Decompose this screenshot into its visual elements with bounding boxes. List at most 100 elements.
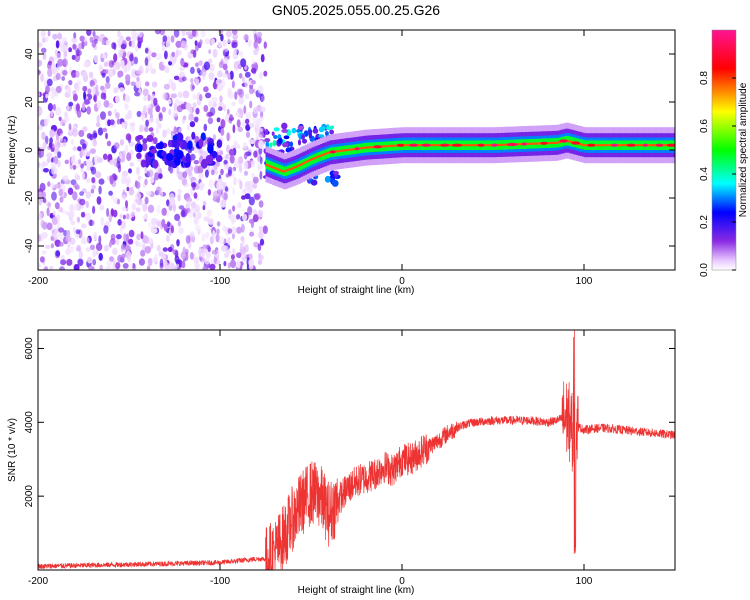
noise-speckle xyxy=(167,35,171,43)
noise-speckle xyxy=(58,116,62,122)
noise-speckle xyxy=(97,157,103,163)
noise-speckle xyxy=(252,209,258,216)
colorbar-gradient xyxy=(712,30,736,270)
noise-speckle xyxy=(71,73,77,78)
noise-speckle xyxy=(227,262,231,269)
noise-speckle xyxy=(223,260,227,267)
noise-speckle xyxy=(137,242,143,247)
noise-speckle xyxy=(180,103,187,110)
noise-speckle xyxy=(81,40,85,50)
noise-speckle xyxy=(263,70,268,77)
noise-speckle xyxy=(38,107,43,116)
noise-speckle xyxy=(228,92,235,99)
noise-speckle xyxy=(68,123,72,131)
transition-blob xyxy=(297,125,305,131)
noise-speckle xyxy=(68,47,72,53)
noise-speckle xyxy=(87,256,93,264)
noise-speckle xyxy=(72,93,78,102)
noise-cluster xyxy=(174,156,181,166)
noise-speckle xyxy=(205,231,210,239)
transition-blob xyxy=(277,134,282,139)
x-tick-label: 0 xyxy=(399,276,405,287)
noise-speckle xyxy=(121,253,126,258)
noise-speckle xyxy=(222,104,227,112)
noise-speckle xyxy=(253,48,259,56)
noise-speckle xyxy=(82,85,88,92)
noise-speckle xyxy=(136,233,141,241)
noise-speckle xyxy=(213,164,218,171)
track-peak xyxy=(477,143,485,147)
y-tick-label: 4000 xyxy=(24,411,35,434)
noise-speckle xyxy=(112,247,118,256)
transition-blob xyxy=(324,131,329,136)
noise-speckle xyxy=(144,196,149,205)
noise-speckle xyxy=(162,247,168,252)
noise-speckle xyxy=(150,68,157,75)
noise-speckle xyxy=(91,184,96,190)
noise-speckle xyxy=(103,61,109,67)
noise-speckle xyxy=(233,47,238,55)
noise-speckle xyxy=(218,61,224,69)
noise-speckle xyxy=(257,153,261,163)
noise-speckle xyxy=(121,59,125,69)
noise-speckle xyxy=(192,49,197,58)
noise-cluster xyxy=(185,152,191,163)
track-peak xyxy=(491,143,498,147)
noise-speckle xyxy=(48,60,52,66)
noise-speckle xyxy=(180,251,186,260)
noise-speckle xyxy=(243,170,249,176)
noise-speckle xyxy=(239,180,243,190)
noise-speckle xyxy=(163,223,168,232)
transition-blob xyxy=(302,138,307,144)
noise-speckle xyxy=(193,165,200,174)
noise-speckle xyxy=(228,209,232,215)
noise-speckle xyxy=(199,39,203,45)
noise-speckle xyxy=(169,197,176,206)
noise-speckle xyxy=(195,225,201,232)
transition-blob xyxy=(329,129,334,135)
noise-speckle xyxy=(217,41,222,48)
track-peak xyxy=(409,143,418,147)
noise-speckle xyxy=(135,207,141,213)
noise-speckle xyxy=(242,188,247,195)
noise-speckle xyxy=(201,233,206,242)
noise-speckle xyxy=(50,243,55,249)
noise-speckle xyxy=(198,173,204,179)
noise-speckle xyxy=(76,109,82,118)
snr-frame xyxy=(37,329,676,571)
noise-speckle xyxy=(165,235,170,242)
noise-cluster xyxy=(167,139,172,148)
noise-speckle xyxy=(238,156,244,165)
noise-speckle xyxy=(235,226,243,234)
noise-speckle xyxy=(253,107,258,115)
noise-speckle xyxy=(131,203,136,211)
noise-speckle xyxy=(254,33,258,42)
noise-speckle xyxy=(185,31,192,36)
noise-speckle xyxy=(44,36,49,43)
figure-title: GN05.2025.055.00.25.G26 xyxy=(272,2,440,18)
noise-cluster xyxy=(187,140,193,150)
noise-speckle xyxy=(62,175,69,182)
noise-speckle xyxy=(243,152,248,160)
transition-blob xyxy=(273,135,278,139)
noise-speckle xyxy=(216,221,221,227)
noise-speckle xyxy=(64,111,68,119)
noise-speckle xyxy=(121,206,126,212)
noise-speckle xyxy=(236,252,242,259)
noise-speckle xyxy=(108,102,114,109)
noise-speckle xyxy=(193,160,200,165)
noise-speckle xyxy=(128,229,135,238)
noise-speckle xyxy=(223,245,229,253)
noise-speckle xyxy=(175,259,181,265)
noise-cluster xyxy=(137,134,144,140)
transition-blob xyxy=(272,140,277,147)
noise-speckle xyxy=(259,116,265,122)
noise-speckle xyxy=(99,264,103,270)
noise-speckle xyxy=(100,57,105,63)
noise-speckle xyxy=(164,262,170,270)
noise-speckle xyxy=(207,58,213,64)
noise-speckle xyxy=(40,148,44,158)
noise-speckle xyxy=(89,80,95,87)
transition-blob xyxy=(301,134,305,140)
noise-speckle xyxy=(217,70,223,78)
